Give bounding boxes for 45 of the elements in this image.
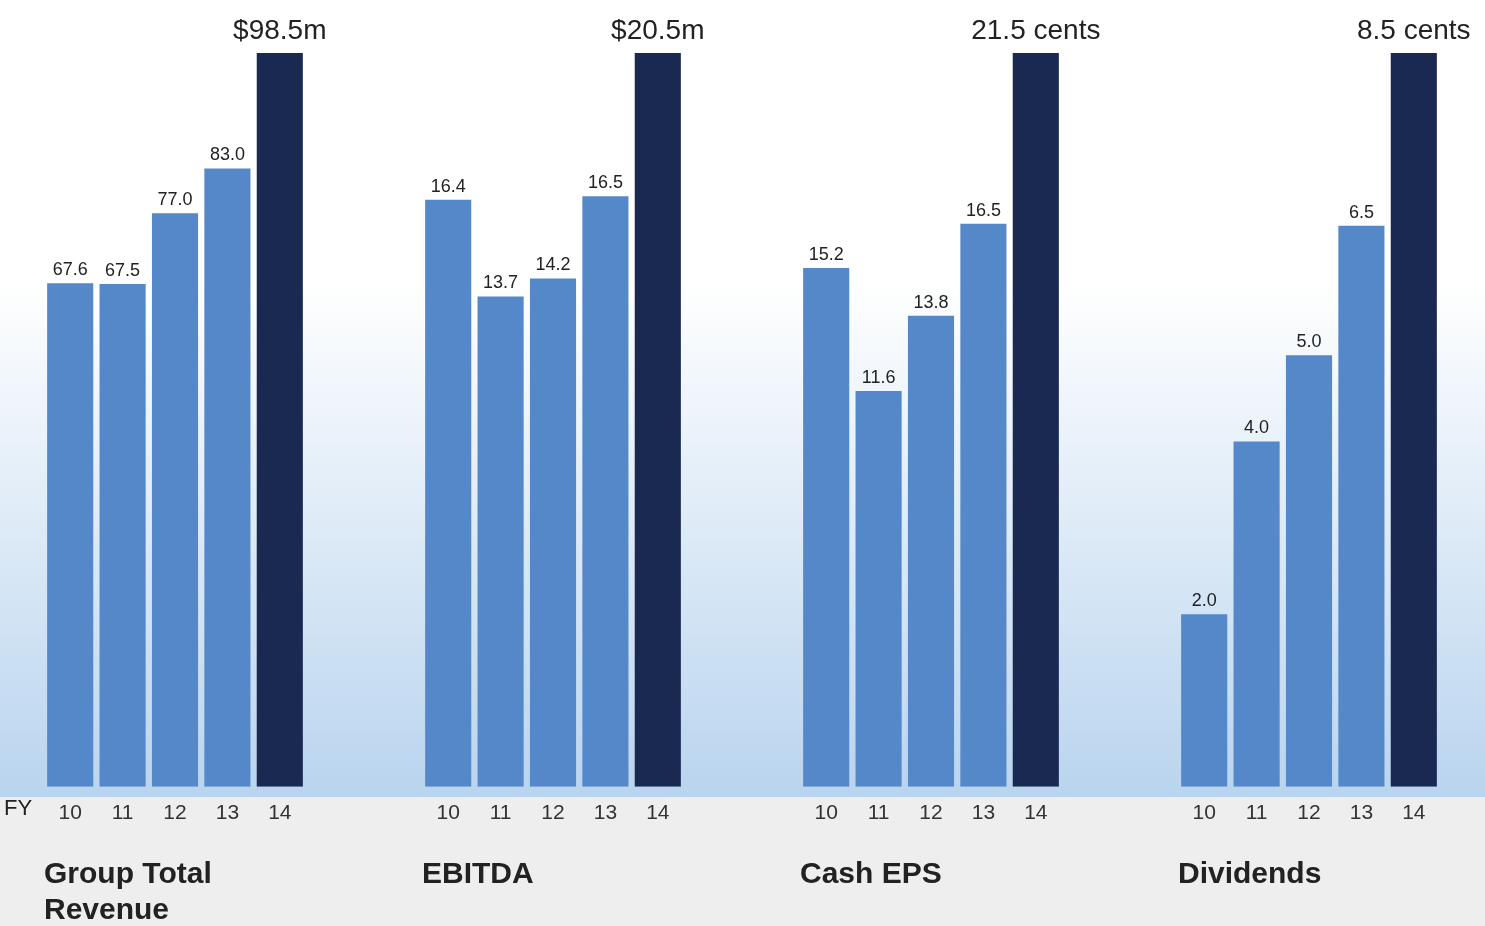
data-label: 13.7	[483, 272, 519, 293]
x-tick-label: 10	[58, 800, 82, 824]
data-label: 4.0	[1244, 417, 1270, 438]
x-tick-label: 11	[867, 800, 890, 824]
x-tick-label: 11	[489, 800, 512, 824]
text: FY	[4, 794, 33, 820]
data-label: 21.5 cents	[971, 13, 1101, 45]
x-tick-label: 10	[436, 800, 460, 824]
text: Dividends	[1178, 855, 1323, 891]
text: Cash EPS	[800, 855, 943, 891]
text: EBITDA	[422, 855, 535, 891]
data-label: $20.5m	[611, 13, 705, 45]
x-tick-label: 11	[111, 800, 134, 824]
data-label: $98.5m	[233, 13, 327, 45]
x-tick-label: 13	[215, 800, 240, 824]
data-label: 11.6	[861, 366, 896, 387]
x-tick-label: 12	[1297, 800, 1321, 824]
x-tick-label: 12	[163, 800, 187, 824]
x-tick-label: 14	[1024, 800, 1048, 824]
data-label: 83.0	[209, 144, 245, 165]
x-tick-label: 10	[1192, 800, 1216, 824]
x-tick-label: 13	[1349, 800, 1374, 824]
x-tick-label: 11	[1245, 800, 1268, 824]
data-label: 14.2	[535, 254, 571, 275]
data-label: 16.5	[965, 199, 1001, 220]
x-tick-label: 13	[593, 800, 618, 824]
data-label: 8.5 cents	[1356, 13, 1471, 45]
data-label: 13.8	[913, 291, 949, 312]
data-label: 67.5	[105, 259, 141, 280]
x-tick-label: 10	[814, 800, 838, 824]
data-label: 67.6	[52, 259, 88, 280]
x-tick-label: 14	[268, 800, 292, 824]
text: Group Total Revenue	[44, 855, 213, 926]
x-tick-label: 12	[541, 800, 565, 824]
data-label: 77.0	[157, 189, 193, 210]
data-label: 5.0	[1296, 331, 1322, 352]
x-tick-label: 14	[1402, 800, 1426, 824]
x-tick-label: 12	[919, 800, 943, 824]
data-label: 16.5	[587, 172, 623, 193]
data-label: 2.0	[1191, 590, 1217, 611]
data-label: 15.2	[808, 243, 844, 264]
data-label: 6.5	[1348, 201, 1374, 222]
x-tick-label: 13	[971, 800, 996, 824]
x-tick-label: 14	[646, 800, 670, 824]
data-label: 16.4	[430, 175, 466, 196]
